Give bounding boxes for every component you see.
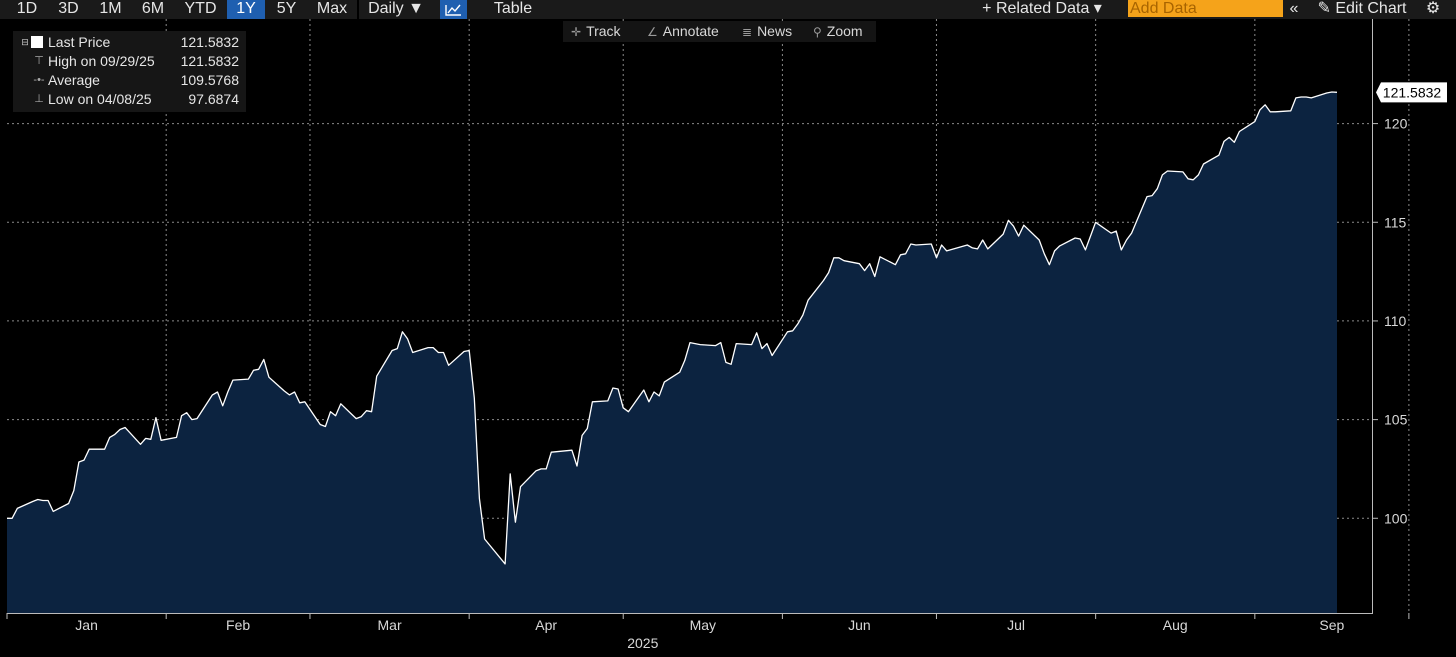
zoom-button[interactable]: ⚲ Zoom bbox=[813, 21, 863, 42]
average-marker-icon: -•- bbox=[33, 74, 45, 86]
y-axis-labels: 100 105 110 115 120 bbox=[1384, 116, 1408, 527]
track-button[interactable]: ✛ Track bbox=[571, 21, 621, 42]
gear-icon[interactable]: ⚙ bbox=[1425, 0, 1441, 17]
legend-row-low: ⊥ Low on 04/08/25 97.6874 bbox=[13, 90, 246, 108]
range-3d-button[interactable]: 3D bbox=[58, 0, 79, 17]
range-1y-button[interactable]: 1Y bbox=[227, 0, 265, 19]
legend-label: Last Price bbox=[48, 34, 111, 50]
collapse-toggle-icon[interactable]: ⊟ bbox=[21, 37, 29, 47]
y-tick-label: 110 bbox=[1384, 313, 1407, 329]
y-tick-label: 120 bbox=[1384, 116, 1408, 132]
legend-label: High on 09/29/25 bbox=[48, 53, 155, 69]
range-6m-button[interactable]: 6M bbox=[141, 0, 165, 17]
legend-value: 109.5768 bbox=[180, 72, 239, 88]
range-1d-button[interactable]: 1D bbox=[16, 0, 38, 17]
zoom-label: Zoom bbox=[826, 23, 863, 39]
last-value-tag: 121.5832 bbox=[1376, 82, 1447, 103]
x-axis-year-label: 2025 bbox=[627, 635, 658, 651]
range-5y-button[interactable]: 5Y bbox=[276, 0, 297, 17]
x-tick-label: Jan bbox=[75, 617, 98, 633]
chart-toolbar: 1D 3D 1M 6M YTD 1Y 5Y Max Daily ▼ Table … bbox=[0, 0, 1456, 19]
range-max-button[interactable]: Max bbox=[316, 0, 348, 17]
chart-legend: ⊟ Last Price 121.5832 ⊤ High on 09/29/25… bbox=[13, 31, 246, 112]
legend-value: 121.5832 bbox=[180, 53, 239, 69]
pencil-icon: ∠ bbox=[647, 25, 658, 39]
y-tick-label: 115 bbox=[1384, 214, 1407, 230]
legend-label: Average bbox=[48, 72, 100, 88]
x-tick-label: Jun bbox=[848, 617, 871, 633]
news-button[interactable]: ≣ News bbox=[742, 21, 792, 42]
high-marker-icon: ⊤ bbox=[34, 55, 44, 67]
y-tick-label: 100 bbox=[1384, 510, 1408, 526]
range-ytd-button[interactable]: YTD bbox=[184, 0, 217, 17]
legend-label: Low on 04/08/25 bbox=[48, 91, 152, 107]
x-tick-label: Sep bbox=[1319, 617, 1344, 633]
last-value-label: 121.5832 bbox=[1383, 84, 1442, 100]
toolbar-divider bbox=[357, 0, 359, 19]
x-axis-labels: Jan Feb Mar Apr May Jun Jul Aug Sep 2025 bbox=[75, 617, 1344, 651]
price-area-fill bbox=[7, 92, 1337, 613]
related-data-button[interactable]: + Related Data ▾ bbox=[982, 0, 1102, 17]
legend-row-last-price[interactable]: ⊟ Last Price 121.5832 bbox=[13, 33, 246, 51]
legend-row-average: -•- Average 109.5768 bbox=[13, 71, 246, 89]
collapse-button[interactable]: « bbox=[1289, 0, 1299, 17]
news-label: News bbox=[757, 23, 793, 39]
table-button[interactable]: Table bbox=[493, 0, 533, 17]
x-tick-label: Mar bbox=[378, 617, 402, 633]
frequency-dropdown[interactable]: Daily ▼ bbox=[368, 0, 424, 17]
legend-row-high: ⊤ High on 09/29/25 121.5832 bbox=[13, 52, 246, 70]
x-tick-label: May bbox=[690, 617, 716, 633]
x-tick-label: Jul bbox=[1007, 617, 1025, 633]
x-tick-label: Feb bbox=[226, 617, 250, 633]
x-tick-label: Aug bbox=[1163, 617, 1188, 633]
series-color-swatch bbox=[31, 36, 43, 48]
price-line bbox=[7, 91, 1338, 565]
line-chart-icon[interactable] bbox=[440, 0, 467, 19]
chart-axes bbox=[6, 19, 1410, 619]
x-tick-label: Apr bbox=[535, 617, 557, 633]
legend-value: 97.6874 bbox=[188, 91, 239, 107]
magnifier-icon: ⚲ bbox=[813, 25, 822, 39]
range-1m-button[interactable]: 1M bbox=[99, 0, 122, 17]
news-icon: ≣ bbox=[742, 25, 753, 39]
annotate-button[interactable]: ∠ Annotate bbox=[647, 21, 719, 42]
low-marker-icon: ⊥ bbox=[34, 93, 44, 105]
last-value-badge bbox=[1376, 82, 1447, 103]
y-tick-label: 105 bbox=[1384, 412, 1408, 428]
add-data-input[interactable] bbox=[1128, 0, 1283, 17]
track-label: Track bbox=[586, 23, 621, 39]
annotate-label: Annotate bbox=[662, 23, 719, 39]
crosshair-icon: ✛ bbox=[571, 25, 582, 39]
legend-value: 121.5832 bbox=[180, 34, 239, 50]
chart-subtoolbar: ✛ Track ∠ Annotate ≣ News ⚲ Zoom bbox=[563, 21, 876, 42]
edit-chart-button[interactable]: ✎ Edit Chart bbox=[1317, 0, 1407, 17]
